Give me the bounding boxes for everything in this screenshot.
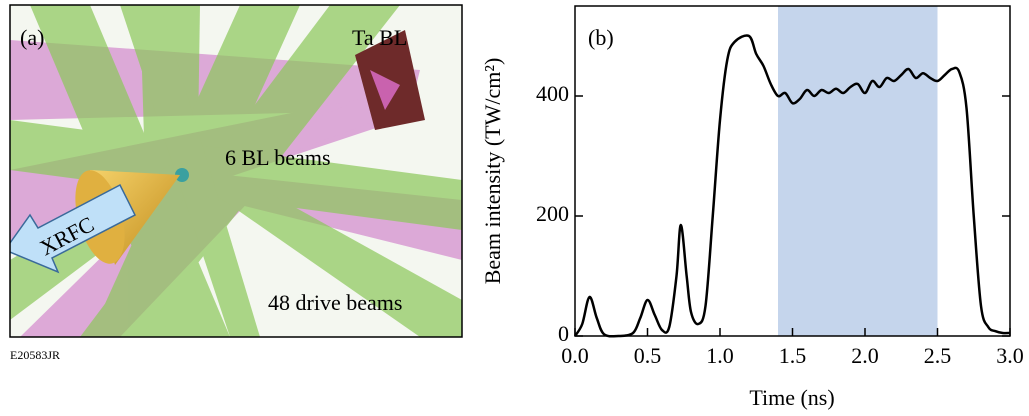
x-tick-label: 3.0 [996,343,1024,368]
panel-label: (b) [588,25,614,50]
x-tick-label: 2.0 [851,343,879,368]
figure-id: E20583JR [10,348,60,362]
plot-frame [574,5,1011,337]
x-tick-label: 0.0 [561,343,589,368]
x-axis-label: Time (ns) [749,385,834,410]
x-tick-label: 0.5 [634,343,662,368]
y-tick-label: 0 [558,321,569,346]
highlight-band [778,6,938,336]
data-line [573,34,1011,338]
panel-a-render [10,5,462,337]
annotation: 48 drive beams [268,290,402,315]
x-tick-label: 1.5 [779,343,807,368]
y-axis-label: Beam intensity (TW/cm²) [480,58,505,285]
y-tick-label: 400 [536,81,569,106]
panel-a-frame [9,4,463,338]
annotation: Ta BL [352,25,407,50]
x-tick-label: 2.5 [924,343,952,368]
panel-label: (a) [20,25,44,50]
annotation: 6 BL beams [225,145,331,170]
y-tick-label: 200 [536,201,569,226]
x-tick-label: 1.0 [706,343,734,368]
